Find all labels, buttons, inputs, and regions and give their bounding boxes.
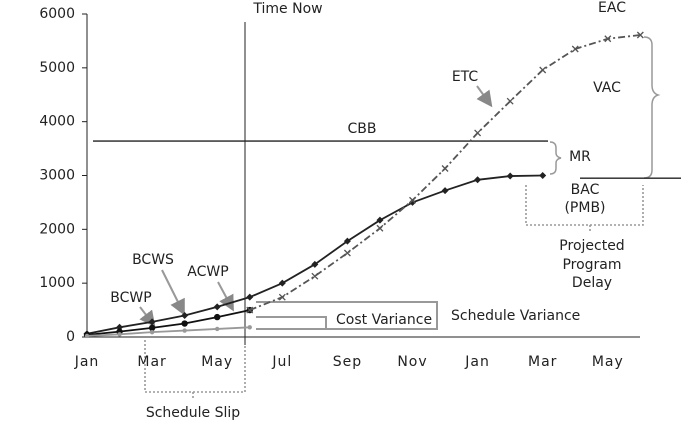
marker [181, 320, 188, 327]
marker [311, 260, 319, 268]
y-tick-label: 5000 [39, 60, 75, 76]
marker [148, 324, 156, 332]
y-tick-label: 3000 [39, 168, 75, 184]
etc-label: ETC [452, 69, 479, 85]
delay-bracket [525, 185, 644, 232]
marker [247, 325, 252, 330]
x-tick-label: Jan [74, 354, 100, 370]
marker [376, 216, 384, 224]
marker [149, 329, 155, 335]
acwp-label: ACWP [187, 264, 228, 280]
x-tick-label: Mar [528, 354, 557, 370]
y-tick-label: 2000 [39, 221, 75, 237]
marker [343, 249, 351, 257]
schedule-variance-label: Schedule Variance [451, 308, 580, 324]
bac-label: (PMB) [564, 200, 605, 216]
delay-label: Projected [559, 238, 624, 254]
marker [148, 318, 156, 326]
bcws-label: BCWS [132, 252, 174, 268]
arrow [161, 269, 185, 316]
slip-label: Schedule Slip [146, 405, 240, 421]
marker [376, 224, 384, 232]
x-tick-label: May [592, 354, 624, 370]
delay-label: Program [562, 257, 621, 273]
vac-brace [643, 36, 661, 179]
x-tick-label: May [201, 354, 233, 370]
x-tick-label: Mar [137, 354, 166, 370]
marker [84, 333, 90, 339]
time-now-label: Time Now [252, 1, 322, 17]
mr-label: MR [569, 149, 591, 165]
marker [441, 187, 449, 195]
marker [117, 332, 122, 337]
marker [214, 313, 221, 321]
marker [474, 129, 482, 137]
marker [571, 45, 579, 53]
slip-bracket [144, 340, 246, 398]
schedule-variance-bracket [256, 301, 438, 330]
marker [506, 172, 514, 180]
marker [474, 176, 482, 184]
x-tick-label: Sep [333, 354, 362, 370]
marker [343, 237, 351, 245]
marker [311, 272, 319, 280]
marker [539, 172, 547, 179]
y-tick-label: 0 [66, 329, 75, 345]
marker [636, 31, 644, 39]
cbb-label: CBB [348, 121, 377, 137]
bac-label: BAC [571, 182, 600, 198]
eac-label: EAC [598, 0, 626, 16]
marker [213, 303, 221, 311]
y-tick-label: 6000 [39, 6, 75, 22]
marker [409, 196, 416, 204]
y-tick-label: 1000 [39, 275, 75, 291]
cost-variance-bracket [256, 316, 327, 330]
marker [215, 326, 220, 332]
marker [246, 306, 254, 314]
vac-label: VAC [593, 80, 621, 96]
x-tick-label: Nov [397, 354, 427, 370]
marker [246, 293, 254, 301]
cost-variance-label: Cost Variance [336, 312, 432, 328]
y-tick-label: 4000 [39, 114, 75, 130]
marker [441, 165, 449, 172]
marker [506, 97, 514, 105]
x-tick-label: Jan [464, 354, 490, 370]
arrow [476, 85, 493, 108]
marker [181, 311, 189, 319]
mr-brace [549, 141, 562, 175]
series-line [86, 326, 250, 337]
bcwp-label: BCWP [110, 290, 151, 306]
marker [604, 35, 612, 43]
marker [539, 66, 547, 74]
series-line [86, 309, 250, 336]
x-tick-label: Jul [271, 354, 292, 370]
marker [278, 293, 286, 301]
delay-label: Delay [572, 275, 612, 291]
marker [182, 328, 187, 333]
marker [278, 279, 286, 287]
